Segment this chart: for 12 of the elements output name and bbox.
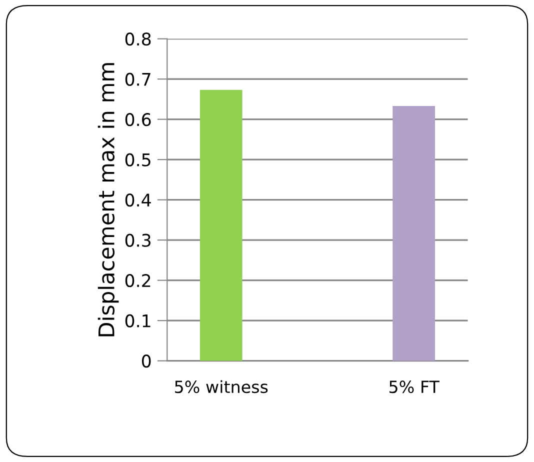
x-tick-label: 5% FT: [390, 380, 440, 394]
y-tick-label: 0.1: [125, 314, 150, 328]
y-tick-label: 0.4: [125, 194, 151, 207]
y-tick-label: 0.6: [125, 113, 151, 126]
x-tick-label: 5% witness: [175, 380, 268, 394]
y-tick-label: 0.2: [125, 274, 150, 288]
y-tick-label: 0.3: [125, 234, 150, 247]
y-tick-label: 0.5: [125, 153, 150, 166]
y-tick-label: 0: [142, 354, 151, 368]
y-tick-label: 0.8: [125, 32, 151, 46]
y-tick-label: 0.7: [125, 72, 150, 86]
y-axis-title: Displacement max in mm: [98, 63, 119, 336]
